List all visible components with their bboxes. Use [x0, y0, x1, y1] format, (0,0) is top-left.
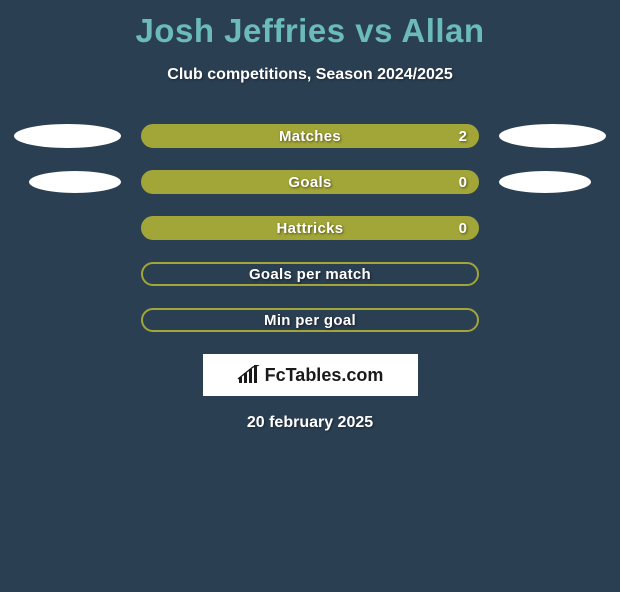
stat-row: Min per goal	[0, 308, 620, 332]
subtitle: Club competitions, Season 2024/2025	[0, 66, 620, 84]
stat-label: Goals per match	[249, 266, 371, 283]
stat-row: Goals per match	[0, 262, 620, 286]
stat-value: 0	[459, 174, 467, 191]
stat-row: Matches 2	[0, 124, 620, 148]
stat-bar-goals-per-match: Goals per match	[141, 262, 479, 286]
stat-label: Hattricks	[277, 220, 344, 237]
source-badge-text: FcTables.com	[265, 365, 384, 386]
player-b-marker	[499, 171, 591, 193]
stat-bar-min-per-goal: Min per goal	[141, 308, 479, 332]
player-a-marker	[29, 171, 121, 193]
player-a-marker	[14, 124, 121, 148]
stat-row: Goals 0	[0, 170, 620, 194]
stat-rows: Matches 2 Goals 0 Hattricks 0 Goals per …	[0, 124, 620, 332]
player-b-marker	[499, 124, 606, 148]
stat-bar-matches: Matches 2	[141, 124, 479, 148]
stat-bar-goals: Goals 0	[141, 170, 479, 194]
bar-chart-icon	[237, 365, 261, 385]
stat-bar-hattricks: Hattricks 0	[141, 216, 479, 240]
stat-label: Min per goal	[264, 312, 356, 329]
stat-row: Hattricks 0	[0, 216, 620, 240]
page-title: Josh Jeffries vs Allan	[0, 12, 620, 50]
stat-label: Goals	[288, 174, 331, 191]
stat-value: 2	[459, 128, 467, 145]
stat-value: 0	[459, 220, 467, 237]
snapshot-date: 20 february 2025	[0, 414, 620, 432]
source-badge: FcTables.com	[203, 354, 418, 396]
stat-label: Matches	[279, 128, 341, 145]
